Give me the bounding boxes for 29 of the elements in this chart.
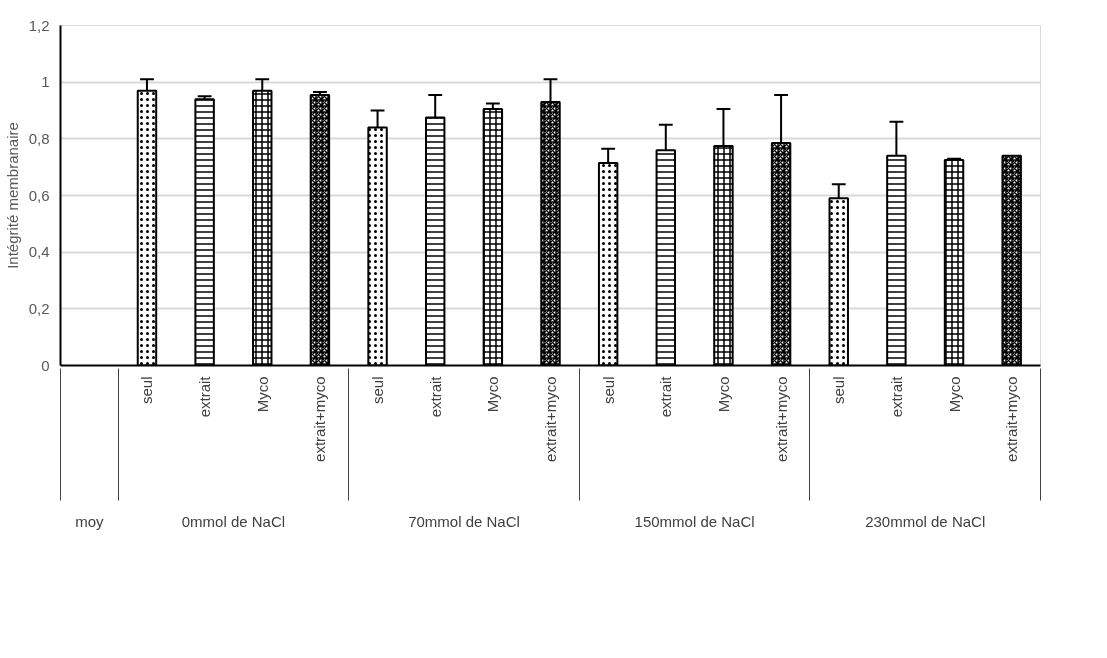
text: 0mmol de NaCl bbox=[181, 512, 286, 530]
y-axis-title: Intégrité membranaire bbox=[3, 122, 21, 269]
y-tick-label: 0,6 bbox=[28, 186, 50, 204]
x-tick-label: Myco bbox=[945, 376, 963, 413]
x-tick-label: extrait bbox=[426, 375, 444, 418]
x-tick-label: extrait bbox=[657, 375, 675, 418]
x-tick-label: seul bbox=[138, 376, 156, 405]
text: 150mmol de NaCl bbox=[634, 512, 755, 530]
y-tick-label: 0 bbox=[41, 356, 50, 374]
y-tick-label: 1,2 bbox=[28, 16, 50, 34]
x-tick-label: extrait+myco bbox=[1003, 376, 1021, 462]
y-tick-label: 0,4 bbox=[28, 243, 50, 261]
y-tick-label: 0,2 bbox=[28, 299, 50, 317]
x-tick-label: extrait+myco bbox=[542, 376, 559, 462]
x-tick-label: extrait+myco bbox=[311, 376, 329, 462]
x-tick-label: Myco bbox=[484, 376, 502, 413]
y-tick-label: 1 bbox=[41, 73, 50, 91]
x-tick-label: seul bbox=[369, 376, 387, 405]
y-tick-label: 0,8 bbox=[28, 129, 50, 147]
x-tick-label: extrait bbox=[887, 375, 905, 418]
x-tick-label: seul bbox=[830, 376, 848, 405]
x-tick-label: extrait bbox=[196, 375, 214, 418]
x-tick-label: Myco bbox=[714, 376, 732, 413]
text: moy bbox=[75, 512, 104, 530]
text: 70mmol de NaCl bbox=[408, 512, 520, 530]
x-tick-label: extrait+myco bbox=[772, 376, 790, 462]
x-tick-label: seul bbox=[599, 376, 617, 405]
x-tick-label: Myco bbox=[253, 376, 271, 413]
text: 230mmol de NaCl bbox=[865, 512, 986, 530]
